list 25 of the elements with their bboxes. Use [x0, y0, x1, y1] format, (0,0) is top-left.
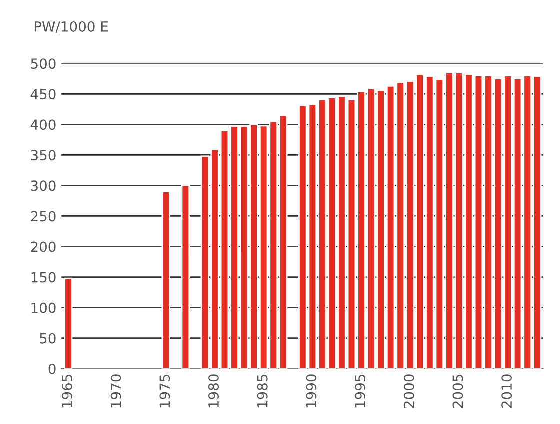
x-tick-label: 1990 — [306, 374, 317, 408]
bar — [64, 278, 73, 369]
y-tick-label: 350 — [31, 150, 56, 161]
x-tick-label: 2005 — [452, 374, 464, 408]
bar — [162, 191, 170, 369]
y-tick-label: 250 — [31, 211, 56, 222]
x-tick-label: 1995 — [355, 374, 366, 408]
x-tick-label: 2000 — [404, 374, 414, 408]
x-tick-label: 1985 — [257, 374, 268, 408]
x-tick-label: 1980 — [208, 374, 219, 408]
x-tick-label: 1975 — [160, 374, 170, 408]
y-tick-label: 0 — [48, 364, 56, 374]
y-tick-label: 400 — [30, 120, 56, 130]
x-tick-label: 1965 — [62, 374, 72, 408]
chart-title: PW/1000 E — [34, 21, 108, 34]
x-tick-label: 2010 — [502, 374, 512, 408]
x-tick-label: 1970 — [110, 374, 122, 408]
y-tick-label: 150 — [32, 272, 56, 283]
y-tick-label: 500 — [31, 58, 56, 70]
y-tick-label: 100 — [32, 302, 56, 314]
y-tick-label: 300 — [31, 180, 56, 192]
y-tick-label: 200 — [31, 242, 56, 252]
bar — [181, 185, 190, 369]
y-tick-label: 50 — [40, 333, 56, 344]
y-tick-label: 450 — [30, 89, 56, 100]
